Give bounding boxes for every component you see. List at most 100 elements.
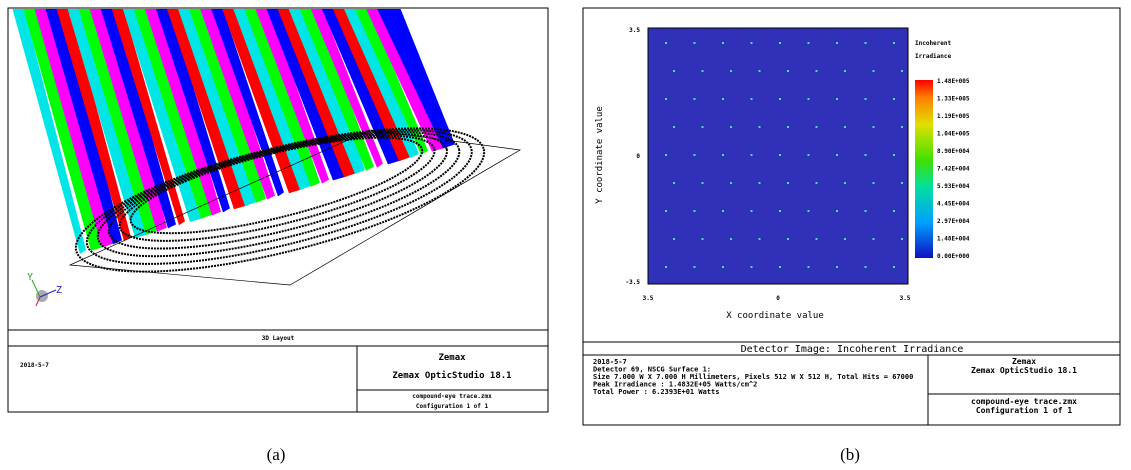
spot (751, 266, 753, 268)
spot (873, 70, 875, 72)
spot (673, 238, 675, 240)
spot (901, 126, 903, 128)
axis-y: Y (27, 272, 33, 283)
spot (665, 98, 667, 100)
colorbar-label: 0.00E+000 (937, 253, 970, 260)
spot (722, 210, 724, 212)
spot (722, 42, 724, 44)
spot (702, 182, 704, 184)
spot (893, 210, 895, 212)
spot (808, 98, 810, 100)
spot (759, 238, 761, 240)
spot (808, 154, 810, 156)
x-axis-label: X coordinate value (726, 311, 824, 321)
spot (836, 210, 838, 212)
legend-title: Irradiance (915, 53, 952, 60)
spot (694, 210, 696, 212)
config: Configuration 1 of 1 (416, 403, 489, 410)
spot (893, 42, 895, 44)
footer-title: Detector Image: Incoherent Irradiance (741, 344, 964, 355)
spot (665, 154, 667, 156)
spot (844, 126, 846, 128)
colorbar-label: 1.19E+005 (937, 113, 970, 120)
product: Zemax OpticStudio 18.1 (392, 370, 511, 381)
spot (673, 182, 675, 184)
spot (844, 182, 846, 184)
x-tick-label: 3.5 (643, 295, 654, 302)
spot (836, 154, 838, 156)
spot (865, 42, 867, 44)
colorbar-label: 1.33E+005 (937, 96, 970, 103)
spot (844, 238, 846, 240)
axis-z: Z (56, 285, 62, 296)
spot (808, 210, 810, 212)
spot (808, 266, 810, 268)
brand: Zemax (438, 353, 466, 363)
spot (673, 126, 675, 128)
y-tick-label: 3.5 (629, 27, 640, 34)
spot (694, 154, 696, 156)
config: Configuration 1 of 1 (976, 405, 1073, 415)
colorbar-label: 1.48E+004 (937, 236, 970, 243)
spot (751, 154, 753, 156)
spot (808, 42, 810, 44)
brand: Zemax (1012, 357, 1036, 366)
spot (751, 42, 753, 44)
spot (779, 42, 781, 44)
spot (893, 154, 895, 156)
date: 2018-5-7 (20, 362, 49, 369)
colorbar-label: 5.93E+004 (937, 183, 970, 190)
y-axis-label: Y coordinate value (595, 106, 605, 204)
spot (722, 266, 724, 268)
spot (787, 238, 789, 240)
y-tick-label: 0 (636, 153, 640, 160)
product: Zemax OpticStudio 18.1 (971, 365, 1077, 375)
footer-title: 3D Layout (262, 335, 295, 342)
spot (730, 182, 732, 184)
spot (722, 98, 724, 100)
spot (702, 238, 704, 240)
spot (665, 42, 667, 44)
spot (787, 70, 789, 72)
colorbar (915, 80, 933, 258)
spot (816, 182, 818, 184)
x-tick-label: 3.5 (900, 295, 911, 302)
caption-b: (b) (840, 445, 860, 464)
spot (722, 154, 724, 156)
spot (873, 238, 875, 240)
info-line: Total Power : 6.2393E+01 Watts (593, 388, 719, 396)
spot (665, 266, 667, 268)
spot (873, 182, 875, 184)
spot (759, 70, 761, 72)
legend-title: Incoherent (915, 40, 952, 47)
colorbar-label: 2.97E+004 (937, 218, 970, 225)
spot (779, 154, 781, 156)
file: compound-eye trace.zmx (971, 397, 1077, 406)
spot (816, 126, 818, 128)
spot (665, 210, 667, 212)
spot (730, 126, 732, 128)
colorbar-label: 1.48E+005 (937, 78, 970, 85)
spot (865, 210, 867, 212)
spot (816, 70, 818, 72)
spot (901, 238, 903, 240)
spot (730, 238, 732, 240)
spot (844, 70, 846, 72)
spot (865, 266, 867, 268)
spot (836, 266, 838, 268)
colorbar-label: 7.42E+004 (937, 166, 970, 173)
spot (836, 98, 838, 100)
spot (759, 182, 761, 184)
spot (779, 210, 781, 212)
spot (779, 266, 781, 268)
spot (694, 42, 696, 44)
spot (702, 126, 704, 128)
detector-image (648, 28, 908, 284)
colorbar-label: 8.90E+004 (937, 148, 970, 155)
spot (873, 126, 875, 128)
colorbar-label: 1.04E+005 (937, 131, 970, 138)
caption-a: (a) (267, 445, 286, 464)
spot (865, 154, 867, 156)
spot (779, 98, 781, 100)
spot (865, 98, 867, 100)
